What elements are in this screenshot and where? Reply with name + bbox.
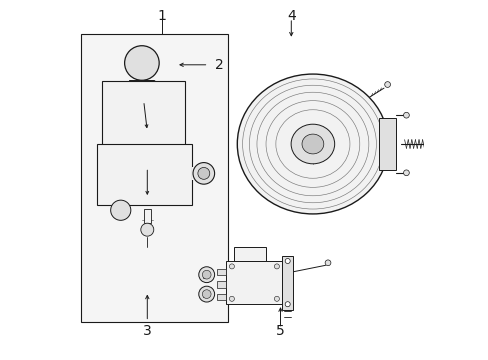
Circle shape [274,296,279,301]
Text: 2: 2 [215,58,223,72]
Circle shape [193,163,214,184]
Bar [143,209,151,223]
Ellipse shape [237,74,387,214]
Bar [217,294,226,300]
Circle shape [110,200,131,220]
Ellipse shape [302,134,323,154]
Circle shape [274,264,279,269]
Bar [233,247,265,261]
Bar [102,81,185,148]
Circle shape [384,82,390,87]
Circle shape [198,167,209,179]
Bar [97,144,192,205]
Bar [81,34,228,322]
Circle shape [229,264,234,269]
Bar [282,256,292,310]
Text: 5: 5 [276,324,285,338]
Circle shape [403,170,408,176]
Ellipse shape [290,124,334,164]
Circle shape [431,140,438,148]
Bar [379,117,395,171]
Circle shape [285,302,289,307]
Circle shape [285,258,289,264]
Text: 1: 1 [157,9,166,23]
Circle shape [325,260,330,266]
Circle shape [202,270,211,279]
Bar [129,80,154,81]
Bar [226,261,282,304]
Bar [203,291,206,297]
Bar [203,271,206,278]
Circle shape [199,267,214,283]
Bar [192,167,194,180]
Circle shape [199,286,214,302]
Text: 3: 3 [142,324,151,338]
Bar [217,269,226,275]
Text: 4: 4 [286,9,295,23]
Circle shape [124,46,159,80]
Bar [217,281,226,288]
Circle shape [229,296,234,301]
Circle shape [403,112,408,118]
Circle shape [202,290,211,298]
Circle shape [141,223,153,236]
